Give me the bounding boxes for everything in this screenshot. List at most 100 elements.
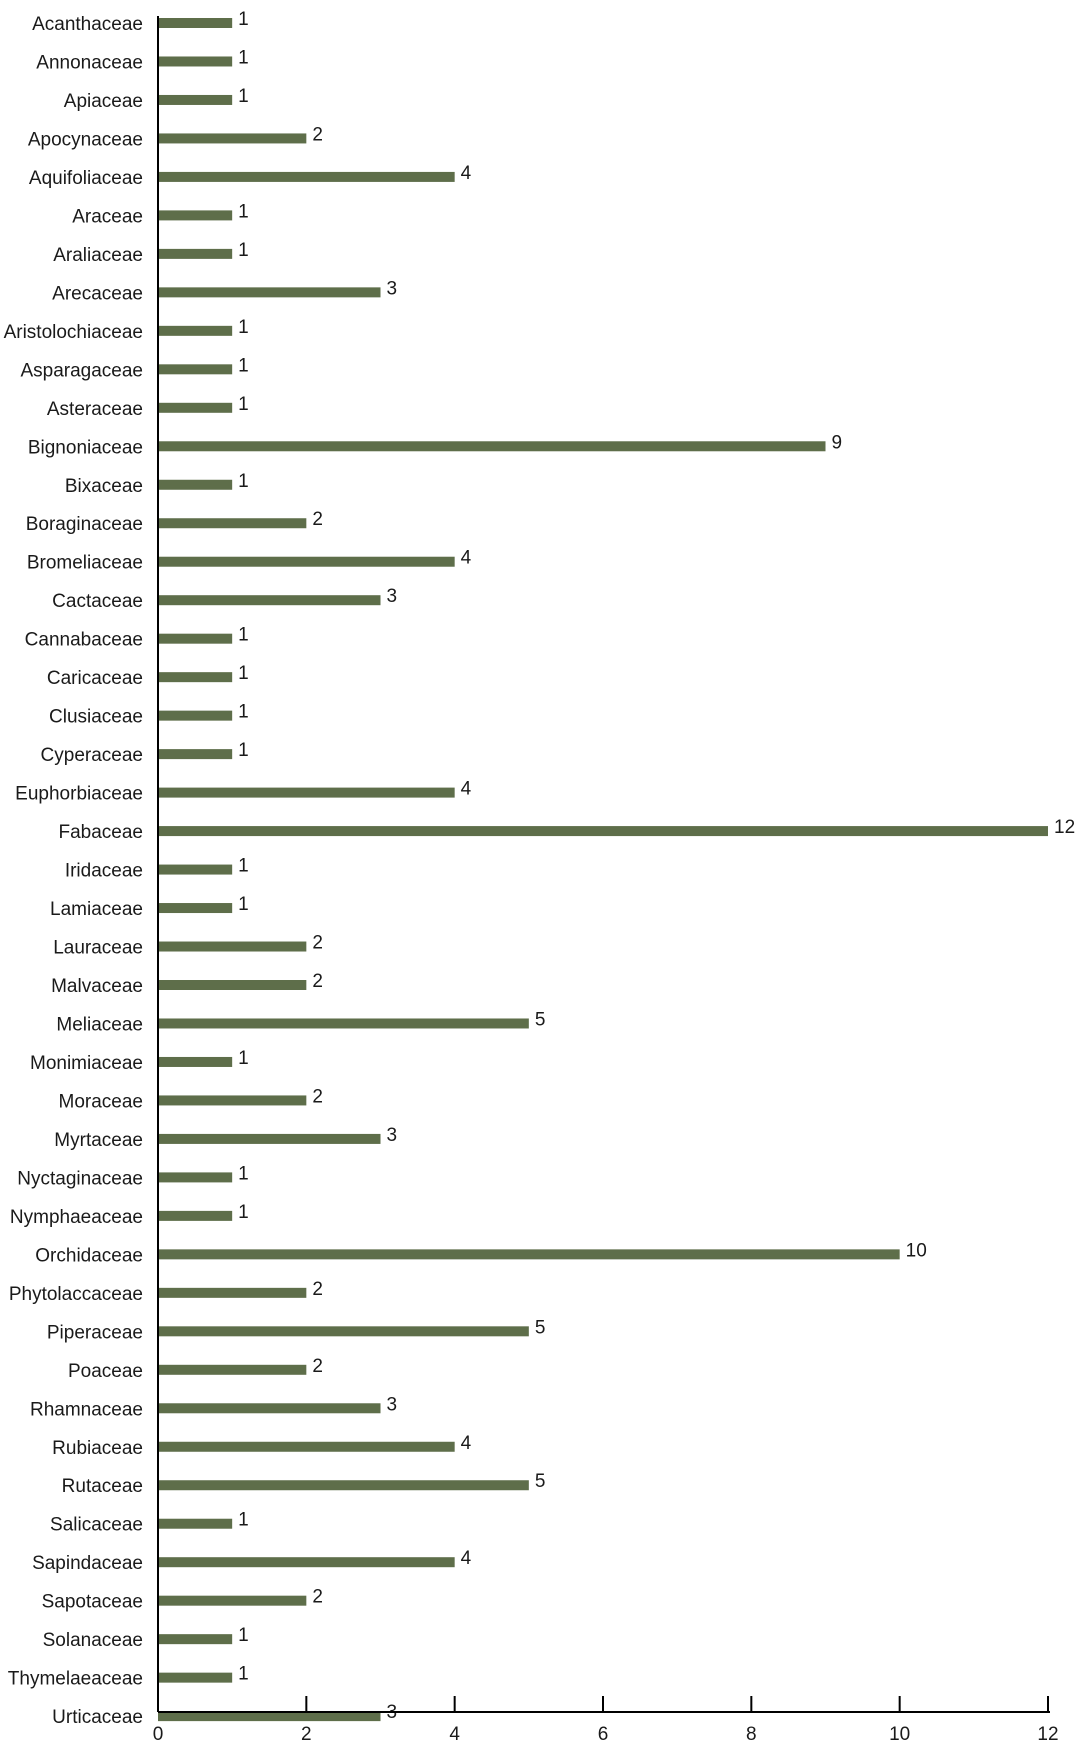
data-label: 1 — [238, 625, 249, 646]
bar — [158, 1557, 455, 1568]
data-label: 4 — [461, 163, 472, 184]
category-label: Rutaceae — [62, 1476, 143, 1497]
bar — [158, 1518, 233, 1529]
x-tick-label: 4 — [449, 1724, 460, 1745]
category-label: Boraginaceae — [26, 514, 143, 535]
data-label: 2 — [312, 971, 323, 992]
bar — [158, 479, 233, 490]
data-label: 2 — [312, 1587, 323, 1608]
category-labels-group: Acanthaceae Annonaceae Apiaceae Apocynaceae… — [4, 14, 143, 1728]
category-label: Cannabaceae — [25, 630, 143, 651]
bar — [158, 595, 381, 606]
data-label: 5 — [535, 1471, 546, 1492]
category-label: Acanthaceae — [32, 14, 143, 35]
category-label: Annonaceae — [36, 52, 143, 73]
category-label: Lauraceae — [53, 938, 143, 959]
category-label: Bignoniaceae — [28, 437, 143, 458]
bar — [158, 18, 233, 28]
category-label: Piperaceae — [47, 1322, 143, 1343]
data-label: 1 — [238, 894, 249, 915]
data-label: 5 — [535, 1009, 546, 1030]
bar — [158, 1364, 307, 1375]
category-label: Sapotaceae — [42, 1592, 143, 1613]
data-label: 1 — [238, 1202, 249, 1223]
category-label: Fabaceae — [58, 822, 143, 843]
bar — [158, 1056, 233, 1067]
bar — [158, 171, 455, 182]
bar — [158, 364, 233, 375]
bar — [158, 1210, 233, 1221]
bar — [158, 556, 455, 567]
bar — [158, 826, 1048, 837]
bar — [158, 787, 455, 798]
category-label: Salicaceae — [50, 1515, 143, 1536]
data-label: 9 — [832, 432, 843, 453]
category-label: Moraceae — [59, 1091, 144, 1112]
x-tick-label: 12 — [1037, 1724, 1058, 1745]
category-label: Bromeliaceae — [27, 553, 143, 574]
data-label: 1 — [238, 740, 249, 761]
data-label: 1 — [238, 1664, 249, 1685]
category-label: Urticaceae — [52, 1707, 143, 1728]
data-label: 1 — [238, 317, 249, 338]
bar — [158, 1287, 307, 1298]
bar — [158, 749, 233, 760]
category-label: Clusiaceae — [49, 707, 143, 728]
data-label: 1 — [238, 1163, 249, 1184]
data-label: 1 — [238, 47, 249, 68]
x-tick-label: 0 — [153, 1724, 164, 1745]
data-label: 4 — [461, 548, 472, 569]
bar — [158, 1249, 900, 1260]
category-label: Monimiaceae — [30, 1053, 143, 1074]
data-label: 1 — [238, 1625, 249, 1646]
data-label: 1 — [238, 856, 249, 877]
category-label: Nymphaeaceae — [10, 1207, 143, 1228]
bar — [158, 941, 307, 952]
data-label: 4 — [461, 1548, 472, 1569]
bar — [158, 903, 233, 914]
data-label: 2 — [312, 1356, 323, 1377]
category-label: Asparagaceae — [20, 360, 143, 381]
x-tick-label: 6 — [598, 1724, 609, 1745]
bar — [158, 402, 233, 413]
category-label: Malvaceae — [51, 976, 143, 997]
data-label: 3 — [387, 586, 398, 607]
category-label: Cyperaceae — [41, 745, 143, 766]
bar — [158, 325, 233, 336]
bar — [158, 1595, 307, 1606]
category-label: Thymelaeaceae — [8, 1669, 143, 1690]
data-label: 2 — [312, 509, 323, 530]
data-label: 1 — [238, 702, 249, 723]
category-label: Araceae — [72, 206, 143, 227]
data-label: 3 — [387, 278, 398, 299]
category-label: Phytolaccaceae — [9, 1284, 143, 1305]
data-label: 1 — [238, 1048, 249, 1069]
category-label: Sapindaceae — [32, 1553, 143, 1574]
axes-group: 0 2 4 6 8 10 12 — [153, 16, 1059, 1745]
x-tick-label: 8 — [746, 1724, 757, 1745]
category-label: Aquifoliaceae — [29, 168, 143, 189]
category-label: Bixaceae — [65, 476, 143, 497]
data-label: 1 — [238, 1510, 249, 1531]
data-label: 4 — [461, 1433, 472, 1454]
bar — [158, 1634, 233, 1645]
bar — [158, 1172, 233, 1183]
bar — [158, 210, 233, 221]
bar — [158, 1672, 233, 1683]
category-label: Araliaceae — [53, 245, 143, 266]
data-label: 1 — [238, 9, 249, 30]
bar — [158, 1711, 381, 1722]
data-label: 1 — [238, 201, 249, 222]
data-label: 1 — [238, 240, 249, 261]
category-label: Cactaceae — [52, 591, 143, 612]
bars-group — [158, 18, 1048, 1722]
data-label: 1 — [238, 663, 249, 684]
category-label: Apocynaceae — [28, 129, 143, 150]
category-label: Lamiaceae — [50, 899, 143, 920]
bar — [158, 1095, 307, 1106]
bar — [158, 287, 381, 298]
bar — [158, 1133, 381, 1144]
bar — [158, 672, 233, 683]
data-label: 2 — [312, 1279, 323, 1300]
